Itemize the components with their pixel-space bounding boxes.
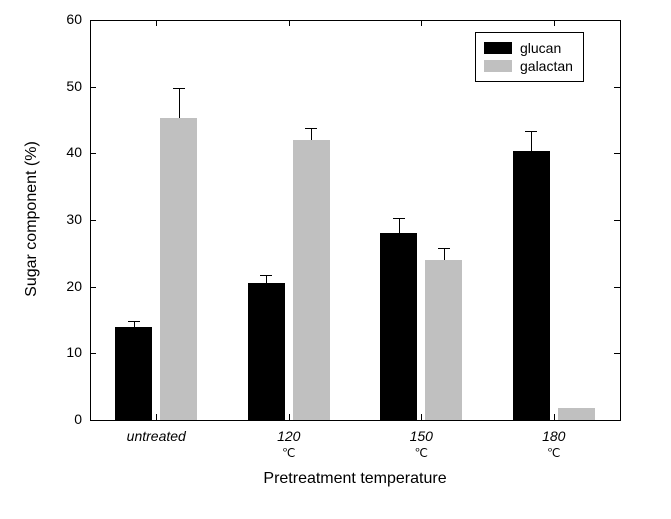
error-cap: [438, 248, 450, 249]
error-cap: [173, 88, 185, 89]
legend: glucan galactan: [475, 32, 584, 82]
x-axis-title: Pretreatment temperature: [90, 470, 620, 488]
x-tick-label: 120℃: [239, 428, 339, 460]
bar-galactan: [425, 260, 462, 420]
y-tick: [90, 87, 96, 88]
y-tick: [90, 353, 96, 354]
x-tick: [421, 20, 422, 26]
x-tick-label: 180℃: [504, 428, 604, 460]
bar-glucan: [248, 283, 285, 420]
sugar-component-chart: glucan galactan Sugar component (%) Pret…: [0, 0, 671, 519]
error-bar: [311, 128, 312, 140]
error-bar: [266, 275, 267, 283]
axis-line: [620, 20, 621, 420]
y-tick: [90, 420, 96, 421]
y-tick: [614, 353, 620, 354]
axis-line: [90, 420, 621, 421]
bar-glucan: [380, 233, 417, 420]
x-tick: [289, 20, 290, 26]
x-tick: [289, 414, 290, 420]
y-tick: [614, 153, 620, 154]
error-cap: [525, 131, 537, 132]
y-tick-label: 60: [50, 11, 82, 27]
y-tick-label: 30: [50, 211, 82, 227]
y-tick: [90, 287, 96, 288]
legend-swatch-glucan: [484, 42, 512, 54]
x-tick: [554, 414, 555, 420]
x-tick: [421, 414, 422, 420]
y-axis-title: Sugar component (%): [23, 119, 41, 319]
bar-galactan: [558, 408, 595, 420]
error-bar: [531, 131, 532, 151]
y-tick: [90, 153, 96, 154]
y-tick: [614, 220, 620, 221]
y-tick: [90, 220, 96, 221]
error-bar: [179, 88, 180, 118]
x-tick-label: untreated: [106, 428, 206, 444]
y-tick: [614, 287, 620, 288]
error-cap: [260, 275, 272, 276]
x-tick: [156, 20, 157, 26]
legend-label-glucan: glucan: [520, 39, 561, 57]
error-cap: [128, 321, 140, 322]
y-tick: [614, 420, 620, 421]
bar-galactan: [160, 118, 197, 420]
y-tick-label: 20: [50, 278, 82, 294]
legend-item-galactan: galactan: [484, 57, 573, 75]
error-cap: [305, 128, 317, 129]
x-tick: [554, 20, 555, 26]
y-tick: [614, 87, 620, 88]
error-bar: [444, 248, 445, 260]
x-tick-label: 150℃: [371, 428, 471, 460]
y-tick-label: 0: [50, 411, 82, 427]
y-tick-label: 10: [50, 344, 82, 360]
bar-glucan: [513, 151, 550, 420]
y-tick: [90, 20, 96, 21]
y-tick-label: 40: [50, 144, 82, 160]
legend-item-glucan: glucan: [484, 39, 573, 57]
y-tick-label: 50: [50, 78, 82, 94]
error-cap: [393, 218, 405, 219]
bar-glucan: [115, 327, 152, 420]
legend-swatch-galactan: [484, 60, 512, 72]
bar-galactan: [293, 140, 330, 420]
axis-line: [90, 20, 620, 21]
y-tick: [614, 20, 620, 21]
x-tick: [156, 414, 157, 420]
legend-label-galactan: galactan: [520, 57, 573, 75]
error-bar: [399, 218, 400, 233]
